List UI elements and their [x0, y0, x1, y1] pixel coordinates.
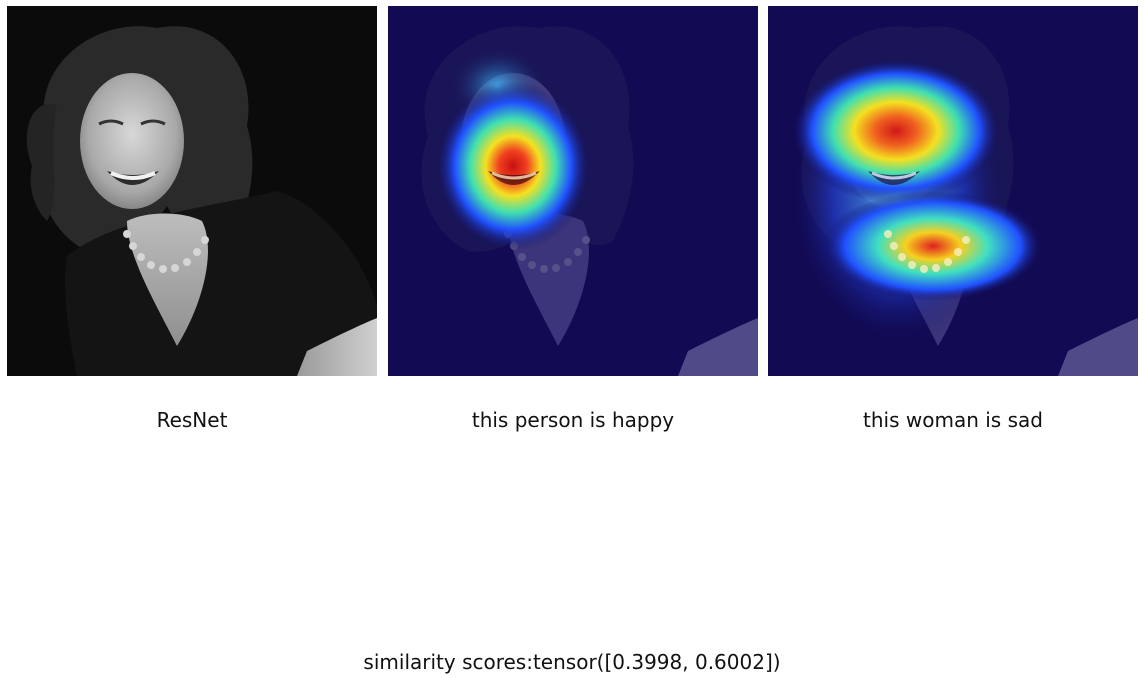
caption-original: ResNet [156, 408, 228, 432]
grayscale-portrait-image [7, 6, 377, 376]
heatmap-overlay-image [388, 6, 758, 376]
caption-sad: this woman is sad [863, 408, 1043, 432]
heatmap-panel-happy [388, 6, 758, 376]
original-photo-panel [7, 6, 377, 376]
heatmap-panel-sad [768, 6, 1138, 376]
heatmap-overlay-image [768, 6, 1138, 376]
similarity-scores-text: similarity scores:tensor([0.3998, 0.6002… [363, 650, 781, 674]
caption-happy: this person is happy [471, 408, 675, 432]
